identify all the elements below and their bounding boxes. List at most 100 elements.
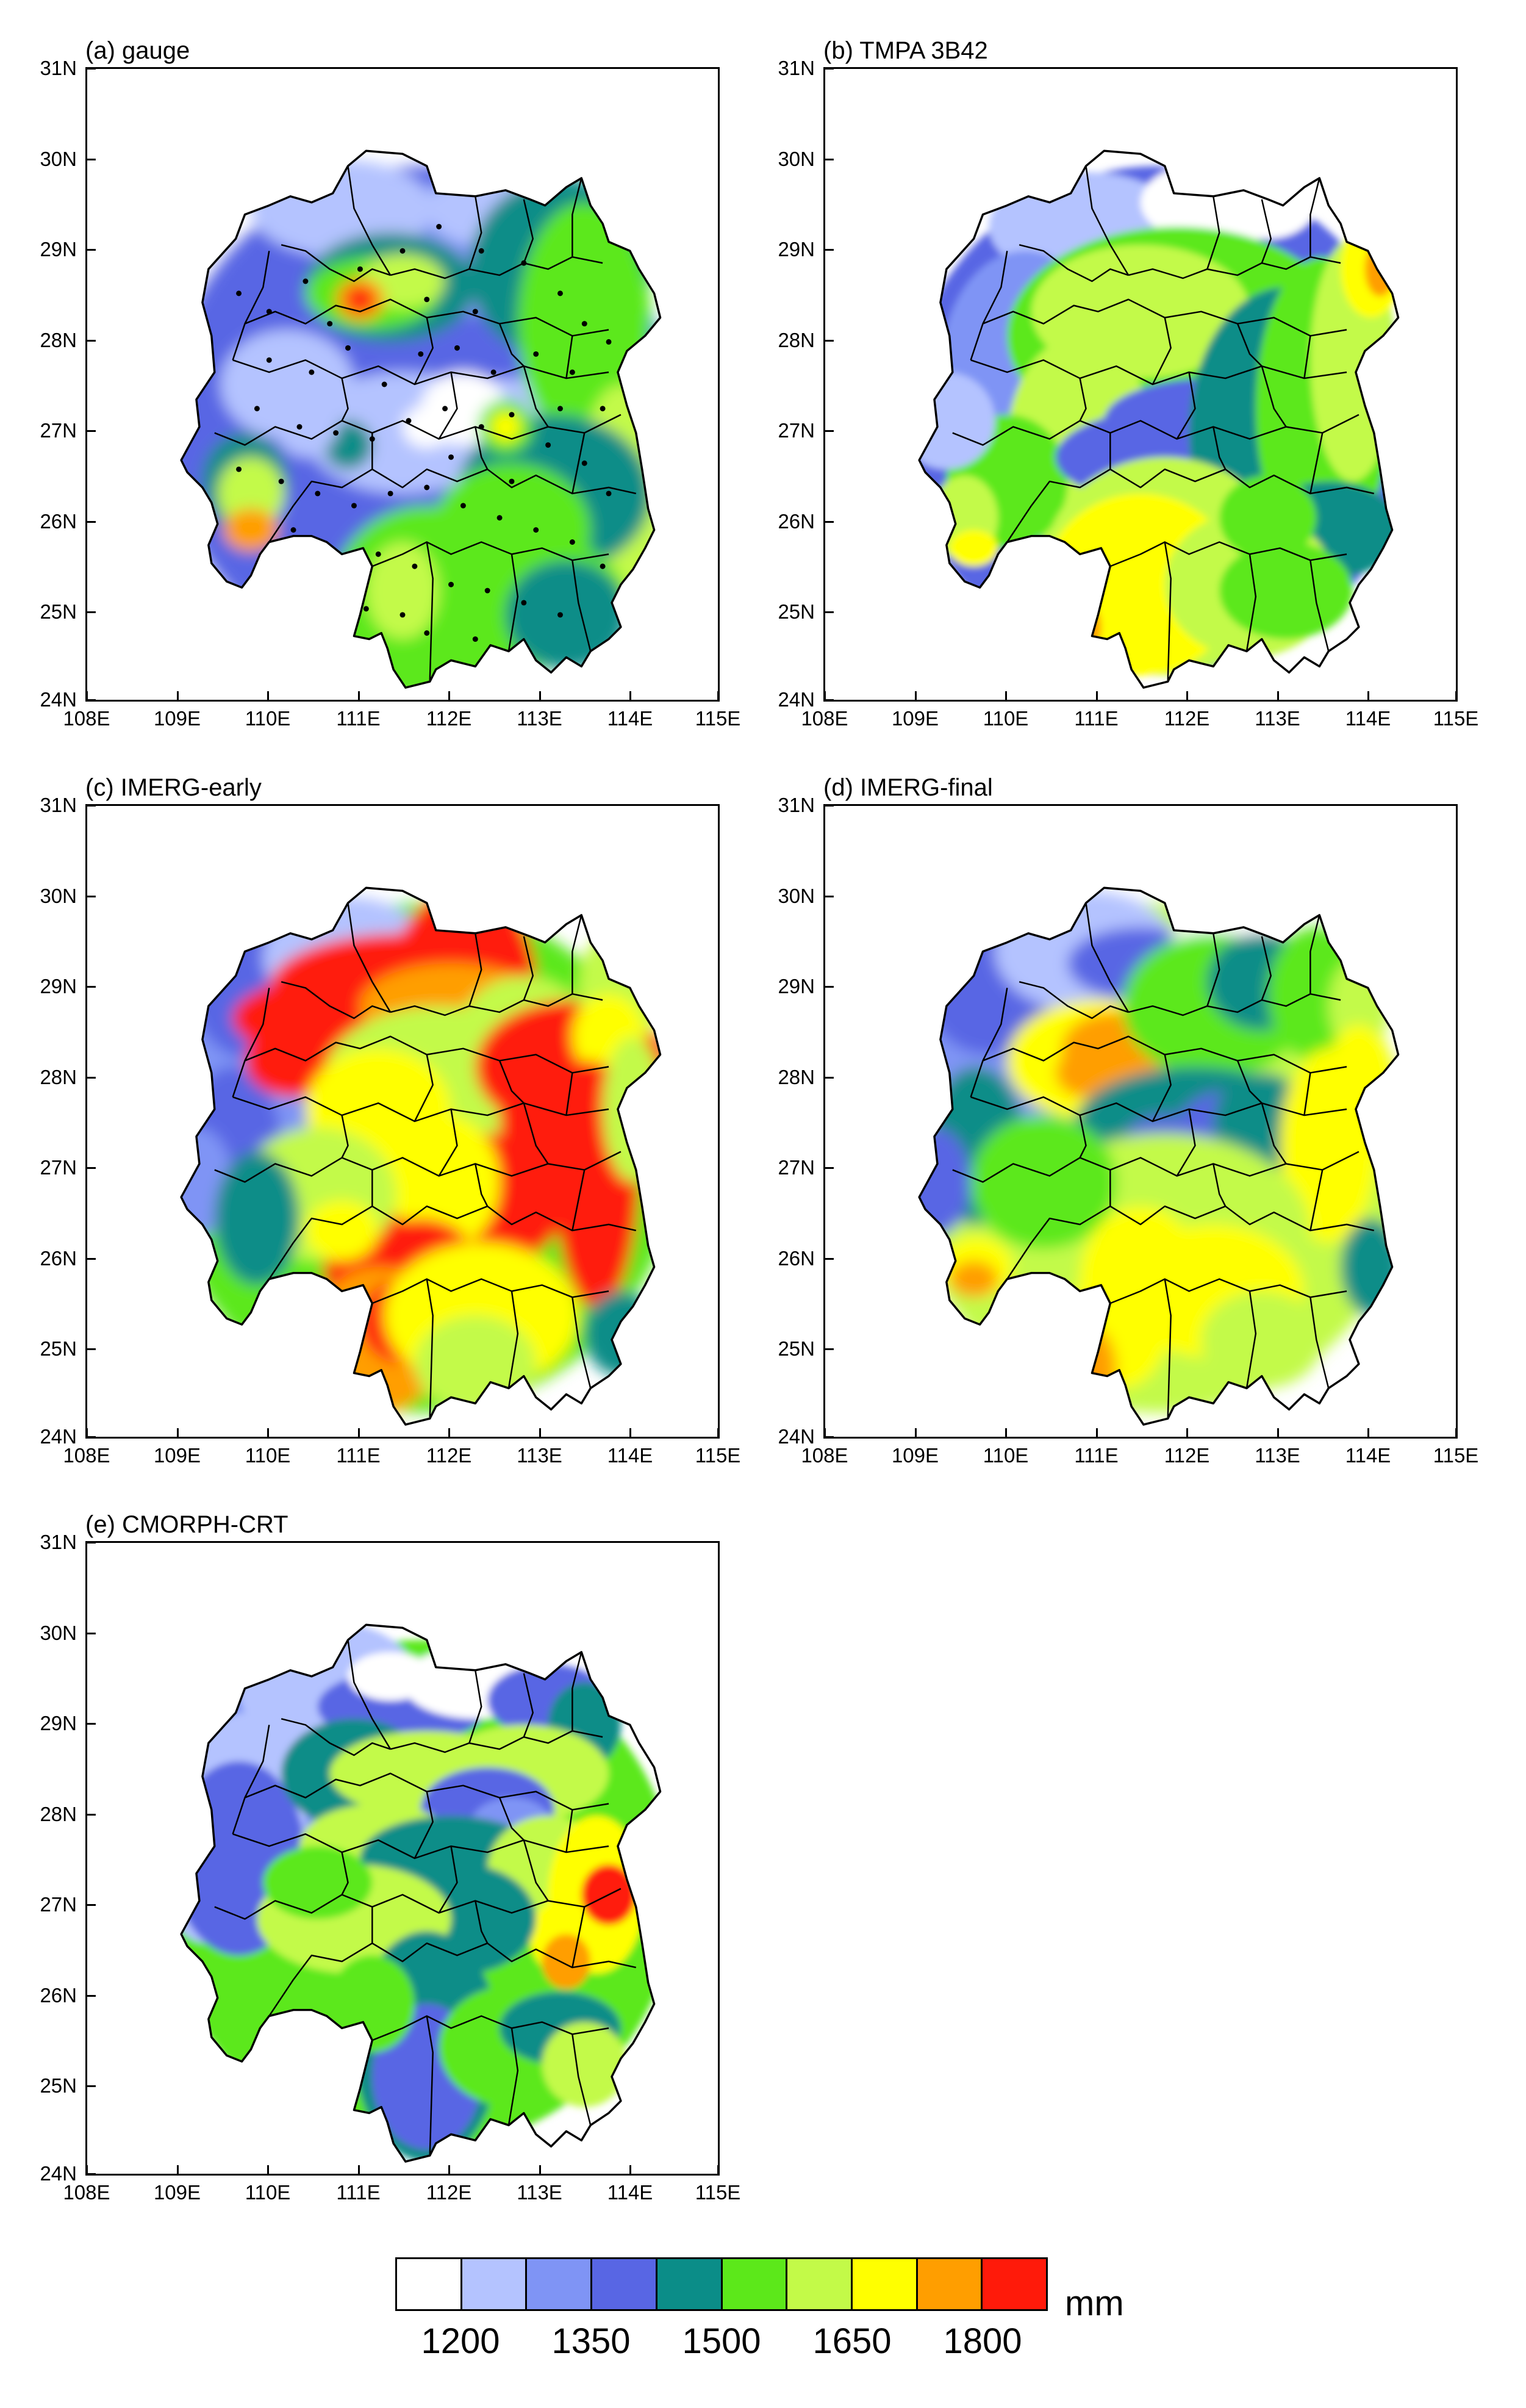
latitude-tick <box>87 158 96 160</box>
longitude-tick-label: 111E <box>1074 707 1119 730</box>
prefecture-boundary <box>565 336 573 379</box>
prefecture-boundary <box>1309 433 1324 494</box>
prefecture-boundary <box>438 1846 458 1914</box>
longitude-tick <box>539 2165 541 2174</box>
latitude-tick <box>825 249 834 251</box>
longitude-tick-label: 114E <box>607 2181 653 2204</box>
gauge-station-dot <box>557 612 563 618</box>
precip-field <box>305 1200 379 1261</box>
longitude-tick <box>1095 1428 1098 1437</box>
gauge-station-dot <box>309 369 315 375</box>
latitude-tick <box>825 699 834 701</box>
latitude-tick-label: 29N <box>778 238 815 261</box>
map-frame <box>85 1541 720 2176</box>
latitude-tick-label: 30N <box>778 147 815 170</box>
latitude-tick-label: 26N <box>778 1246 815 1270</box>
prefecture-boundary <box>438 372 458 440</box>
latitude-tick <box>87 1542 96 1544</box>
longitude-tick-label: 114E <box>1345 1444 1391 1467</box>
prefecture-boundary <box>1213 1163 1227 1207</box>
gauge-station-dot <box>442 406 448 412</box>
prefecture-boundary <box>468 933 482 1007</box>
precip-field <box>329 1955 415 2053</box>
gauge-station-dot <box>406 418 412 424</box>
longitude-tick <box>176 691 179 700</box>
prefecture-boundary <box>523 199 534 264</box>
prefecture-boundary <box>571 1297 592 1389</box>
latitude-tick <box>87 986 96 988</box>
latitude-tick <box>825 986 834 988</box>
prefecture-boundary <box>214 1888 622 1920</box>
longitude-tick <box>1095 691 1098 700</box>
longitude-tick-label: 109E <box>153 2181 201 2204</box>
prefecture-boundary <box>1236 323 1263 367</box>
longitude-tick <box>1186 1428 1188 1437</box>
gauge-station-dot <box>424 484 430 491</box>
prefecture-boundary <box>347 1639 392 1750</box>
latitude-tick <box>87 249 96 251</box>
panel-title: (e) CMORPH-CRT <box>85 1511 288 1538</box>
longitude-tick <box>86 1428 88 1437</box>
gauge-station-dot <box>327 321 333 327</box>
colorbar-swatch <box>787 2259 853 2309</box>
gauge-station-dot <box>266 309 272 315</box>
gauge-station-dot <box>581 460 587 466</box>
gauge-station-dot <box>375 551 381 557</box>
prefecture-boundary <box>1176 1109 1196 1177</box>
map-frame <box>85 67 720 702</box>
gauge-station-dot <box>412 563 418 569</box>
prefecture-boundary <box>1261 936 1272 1001</box>
colorbar <box>395 2257 1048 2311</box>
longitude-tick <box>1455 1428 1457 1437</box>
prefecture-boundary <box>523 1839 549 1902</box>
precip-field <box>269 360 342 458</box>
prefecture-boundary <box>1019 244 1129 282</box>
colorbar-swatch <box>462 2259 528 2309</box>
longitude-tick <box>629 691 631 700</box>
longitude-tick-label: 110E <box>245 707 291 730</box>
gauge-station-dot <box>606 491 612 497</box>
latitude-tick <box>825 1167 834 1169</box>
gauge-station-dot <box>351 503 357 509</box>
prefecture-boundary <box>1109 541 1347 567</box>
latitude-tick-label: 28N <box>778 328 815 351</box>
longitude-tick <box>824 691 826 700</box>
longitude-tick-label: 113E <box>517 1444 562 1467</box>
prefecture-boundary <box>1006 468 1375 543</box>
longitude-tick-label: 110E <box>983 1444 1029 1467</box>
gauge-station-dot <box>509 412 515 418</box>
prefecture-boundary <box>1079 1115 1087 1159</box>
latitude-tick-label: 26N <box>778 509 815 533</box>
gauge-station-dot <box>496 515 503 521</box>
prefecture-boundary <box>426 1279 434 1419</box>
latitude-tick <box>825 1076 834 1079</box>
prefecture-boundary <box>390 256 603 279</box>
gauge-station-dot <box>472 309 478 315</box>
gauge-station-dot <box>478 248 484 254</box>
latitude-tick <box>87 68 96 70</box>
prefecture-boundary <box>1164 542 1172 682</box>
latitude-tick-label: 28N <box>778 1065 815 1088</box>
longitude-tick-label: 112E <box>426 1444 472 1467</box>
latitude-tick <box>87 2173 96 2175</box>
prefecture-boundary <box>468 196 482 270</box>
latitude-tick <box>87 1167 96 1169</box>
longitude-tick <box>357 2165 360 2174</box>
longitude-tick <box>357 1428 360 1437</box>
prefecture-boundary <box>268 468 637 543</box>
latitude-tick <box>825 895 834 897</box>
latitude-tick-label: 26N <box>40 1983 77 2007</box>
prefecture-boundary <box>341 1852 349 1896</box>
latitude-tick-label: 24N <box>40 688 77 711</box>
prefecture-boundary <box>475 426 489 470</box>
latitude-tick-label: 31N <box>778 794 815 816</box>
precip-field <box>506 560 627 670</box>
gauge-station-dot <box>387 491 393 497</box>
latitude-tick-label: 29N <box>40 975 77 997</box>
latitude-tick <box>87 1723 96 1725</box>
prefecture-boundary <box>1309 1297 1330 1389</box>
latitude-tick-label: 24N <box>778 688 815 711</box>
gauge-station-dot <box>278 478 284 484</box>
prefecture-boundary <box>498 1060 525 1104</box>
prefecture-boundary <box>1152 1054 1172 1122</box>
